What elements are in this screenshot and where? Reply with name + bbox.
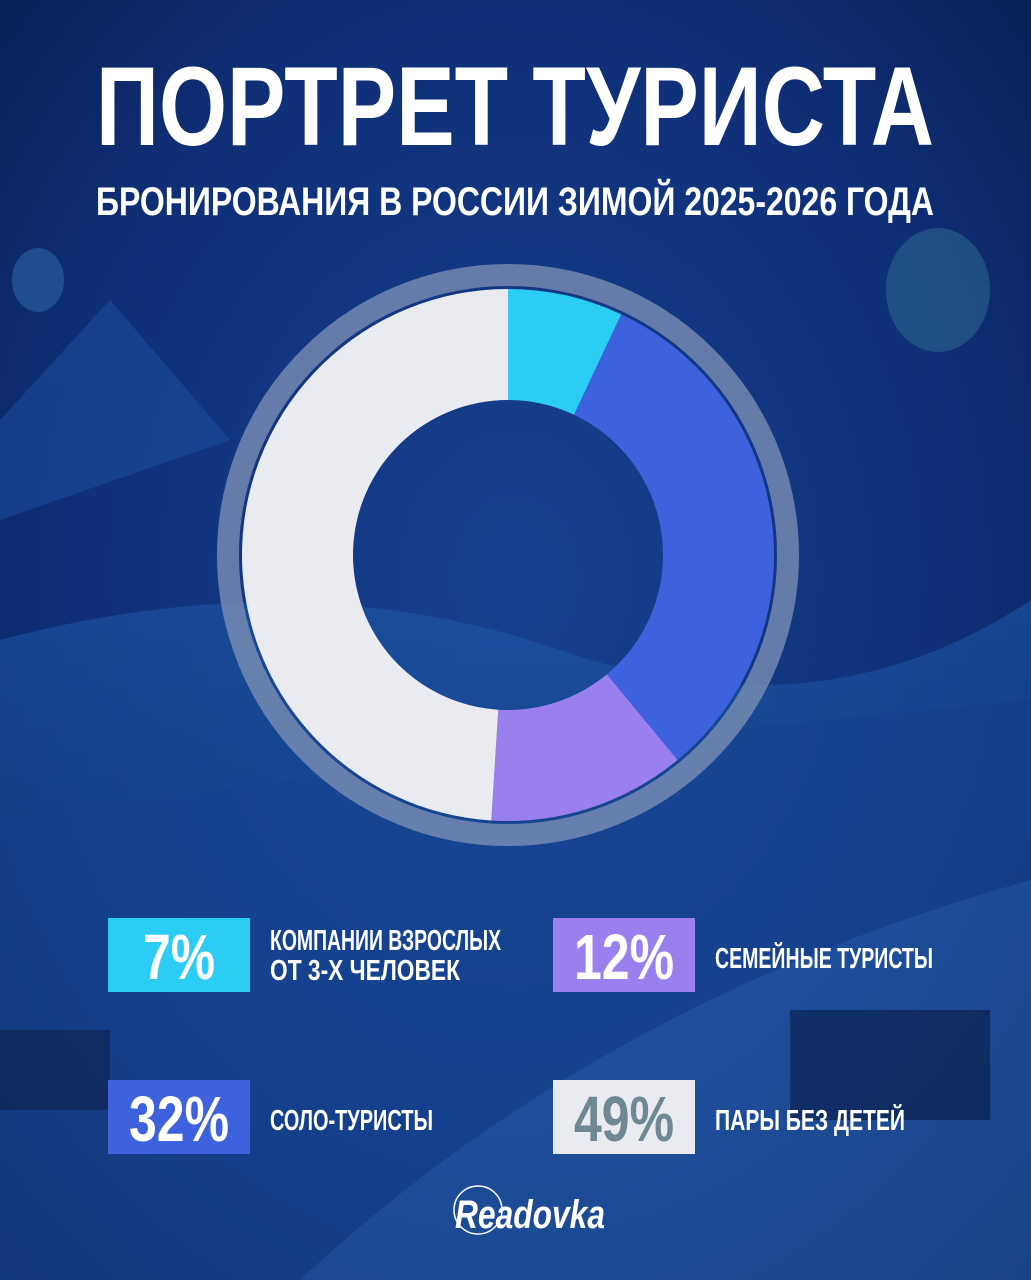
page-subtitle: БРОНИРОВАНИЯ В РОССИИ ЗИМОЙ 2025-2026 ГО… — [96, 178, 934, 224]
legend-label: КОМПАНИИ ВЗРОСЛЫХ — [270, 925, 501, 957]
legend-item: 12% СЕМЕЙНЫЕ ТУРИСТЫ — [553, 918, 933, 993]
legend-label: ОТ 3-Х ЧЕЛОВЕК — [270, 955, 460, 987]
page-title: ПОРТРЕТ ТУРИСТА — [96, 44, 934, 169]
legend-label: СЕМЕЙНЫЕ ТУРИСТЫ — [715, 941, 933, 975]
legend-value: 12% — [574, 921, 674, 993]
winter-landscape — [0, 228, 1031, 1280]
legend-swatch — [553, 918, 695, 992]
legend-value: 32% — [129, 1083, 229, 1155]
readovka-logo: Readovka — [453, 1185, 605, 1237]
legend-value: 49% — [574, 1083, 674, 1155]
donut-slice-3 — [242, 289, 509, 821]
legend-label: СОЛО-ТУРИСТЫ — [270, 1105, 433, 1137]
donut-chart — [242, 289, 775, 821]
legend-swatch — [108, 1080, 250, 1154]
legend-value: 7% — [143, 921, 215, 993]
legend-item: 49% ПАРЫ БЕЗ ДЕТЕЙ — [553, 1080, 905, 1155]
donut-slice-1 — [573, 314, 775, 760]
donut-slice-2 — [491, 674, 678, 821]
legend-swatch — [553, 1080, 695, 1154]
donut-outer-ring — [217, 264, 799, 846]
donut-slice-0 — [508, 289, 622, 415]
legend-swatch — [108, 918, 250, 992]
legend-item: 32% СОЛО-ТУРИСТЫ — [108, 1080, 433, 1155]
legend-label: ПАРЫ БЕЗ ДЕТЕЙ — [715, 1103, 905, 1137]
logo-text: Readovka — [455, 1193, 605, 1237]
